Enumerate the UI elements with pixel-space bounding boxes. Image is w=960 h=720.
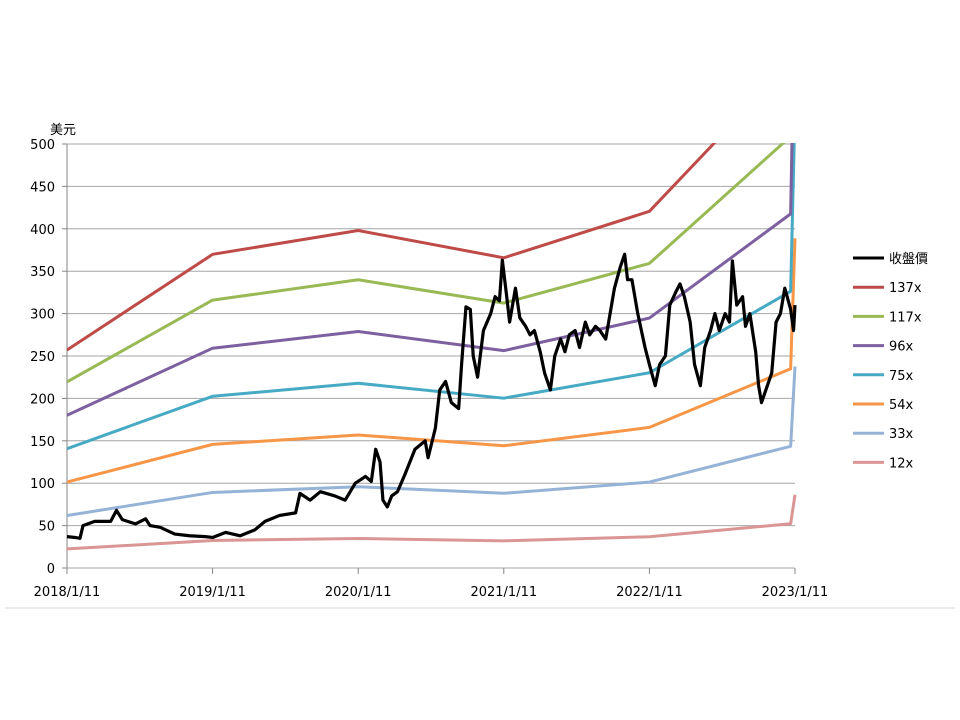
- x-tick-label: 2023/1/11: [762, 585, 829, 600]
- x-tick-label: 2020/1/11: [325, 585, 392, 600]
- band-line-137x: [67, 143, 717, 352]
- legend-label: 33x: [889, 427, 914, 442]
- series-lines: [67, 143, 797, 551]
- price-line: [67, 252, 797, 540]
- legend-label: 54x: [889, 398, 914, 413]
- y-tick-label: 450: [30, 180, 55, 195]
- legend-label: 117x: [889, 310, 922, 325]
- y-axis-label: 美元: [50, 123, 76, 138]
- x-tick-label: 2019/1/11: [179, 585, 246, 600]
- gridlines: [62, 143, 796, 574]
- y-tick-label: 100: [30, 477, 55, 492]
- y-tick-label: 0: [47, 562, 55, 577]
- band-line-33x: [67, 366, 797, 517]
- legend-label: 96x: [889, 340, 914, 355]
- y-tick-label: 300: [30, 308, 55, 323]
- y-tick-label: 400: [30, 223, 55, 238]
- x-tick-label: 2022/1/11: [616, 585, 683, 600]
- y-tick-label: 500: [30, 138, 55, 153]
- x-tick-labels: 2018/1/11 2019/1/11 2020/1/11 2021/1/11 2022…: [34, 585, 829, 600]
- band-line-75x: [67, 143, 796, 451]
- band-line-12x: [67, 494, 797, 551]
- legend-label: 12x: [889, 456, 914, 471]
- y-tick-label: 250: [30, 350, 55, 365]
- legend: 收盤價 137x 117x 96x 75x 54x 33x 12x: [853, 252, 928, 471]
- band-line-54x: [67, 238, 797, 484]
- legend-label: 75x: [889, 369, 914, 384]
- band-line-117x: [67, 143, 786, 384]
- y-tick-label: 200: [30, 392, 55, 407]
- y-tick-label: 50: [38, 520, 55, 535]
- band-line-96x: [67, 143, 794, 417]
- y-tick-labels: 0 50 100 150 200 250 300 350 400 450 500: [30, 138, 55, 577]
- x-tick-label: 2021/1/11: [470, 585, 537, 600]
- y-tick-label: 350: [30, 265, 55, 280]
- y-tick-label: 150: [30, 435, 55, 450]
- legend-label: 收盤價: [889, 252, 928, 267]
- x-tick-label: 2018/1/11: [34, 585, 101, 600]
- legend-label: 137x: [889, 281, 922, 296]
